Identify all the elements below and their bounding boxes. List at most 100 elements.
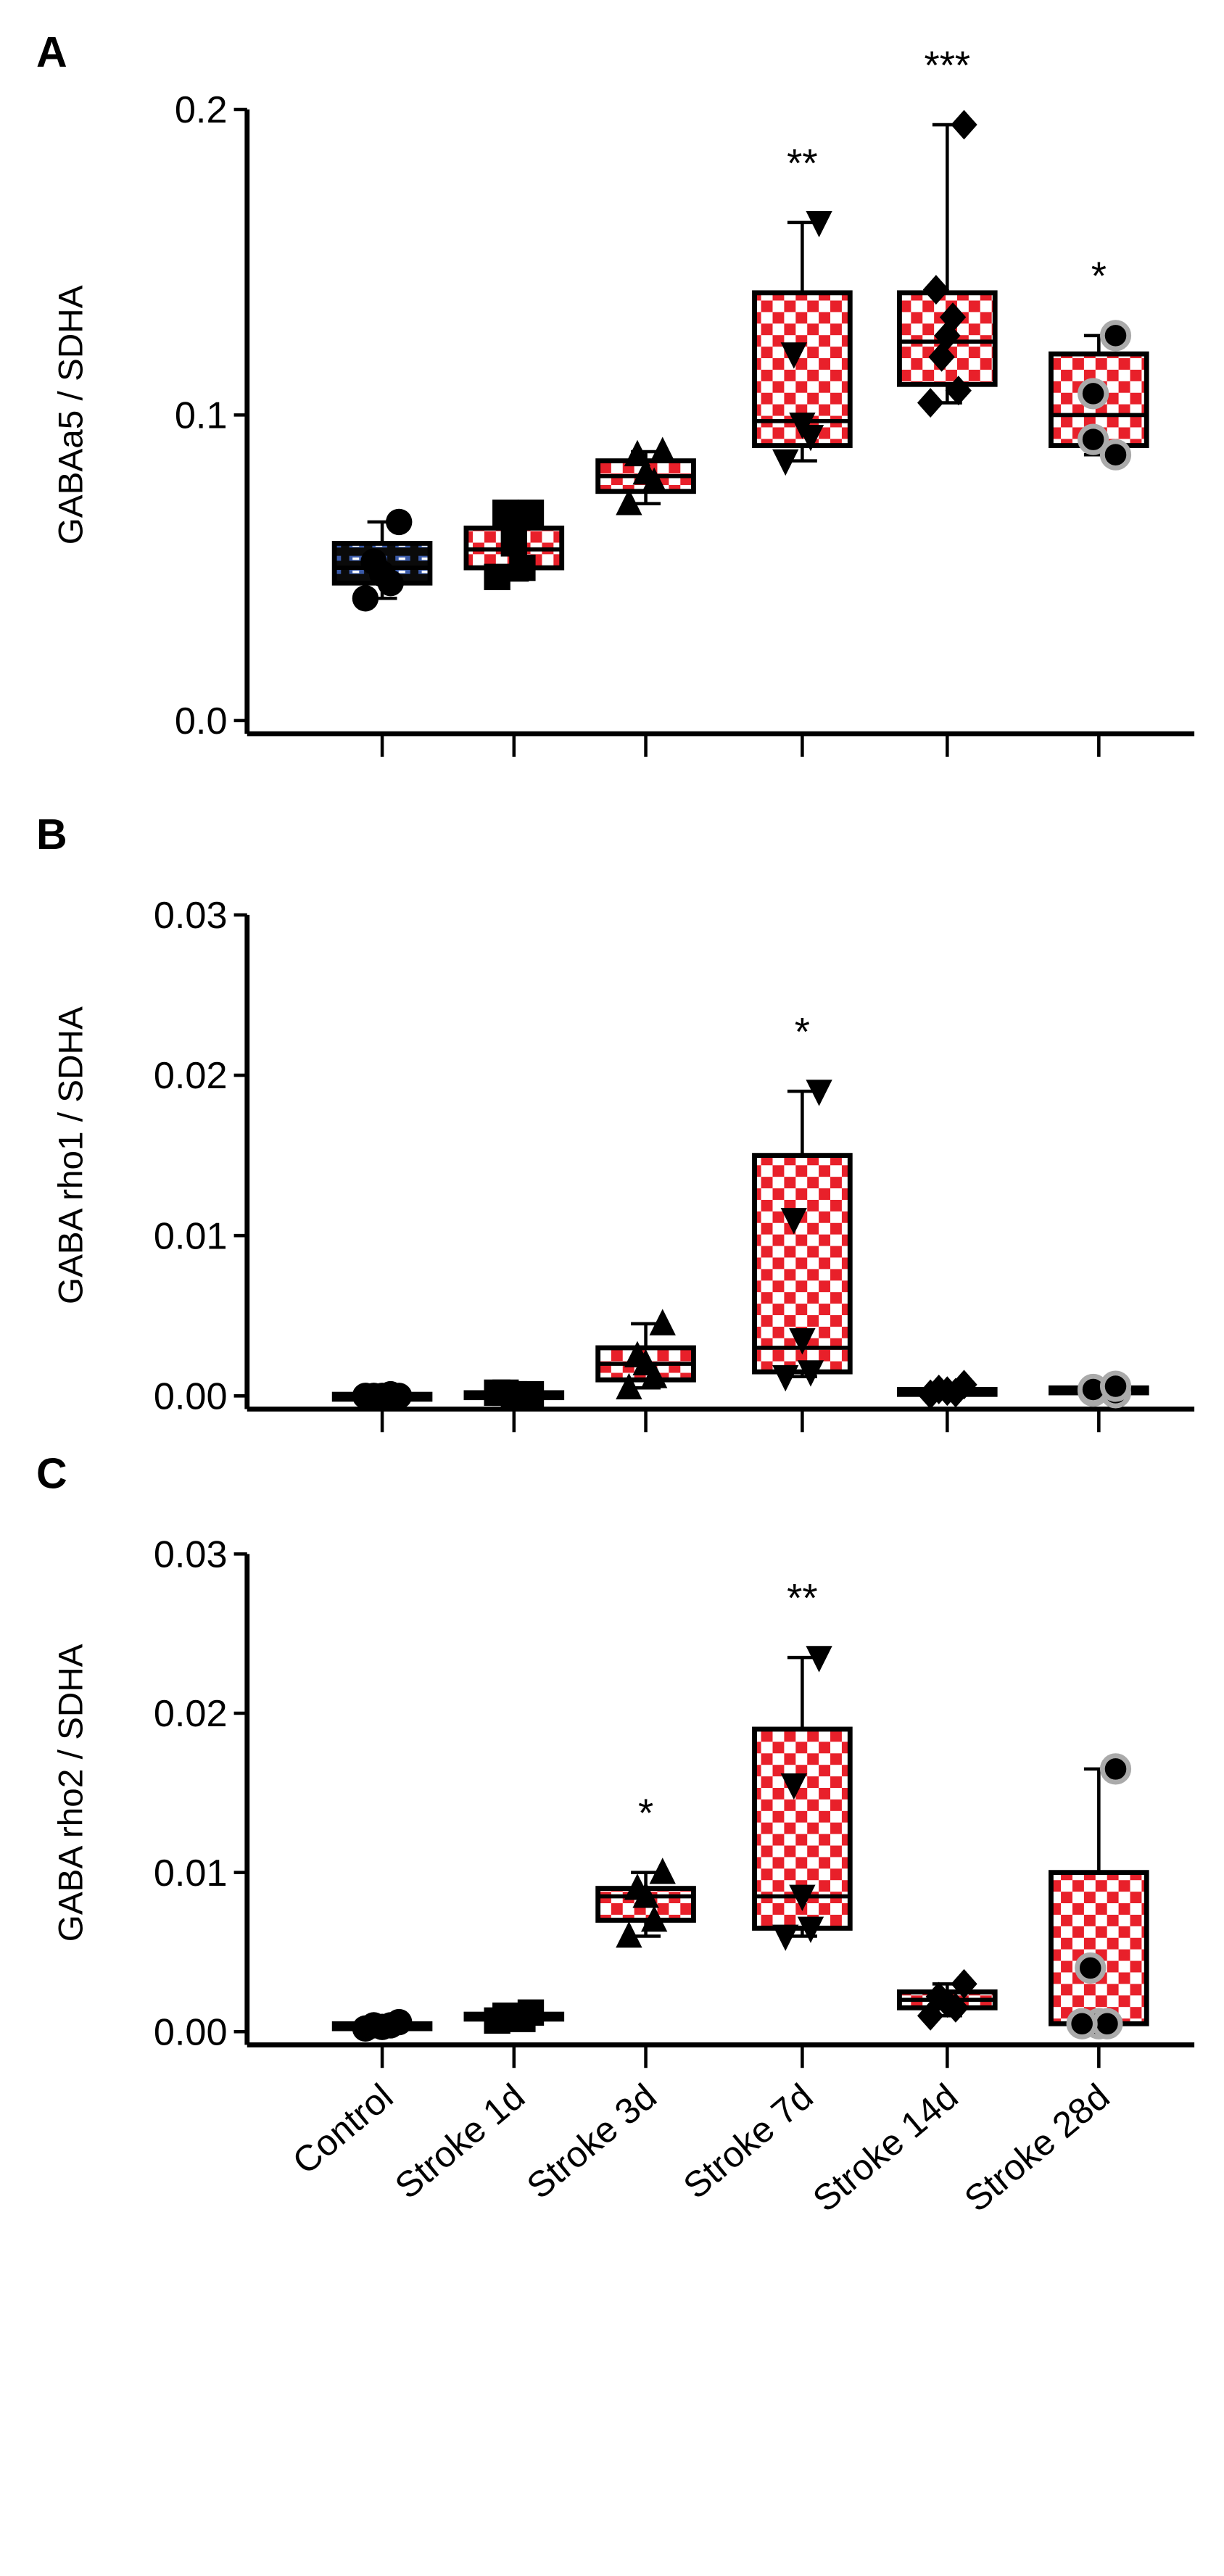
x-tick-label: Stroke 3d [519,2076,664,2206]
box-iqr [897,290,998,387]
box-stroke-1d [463,1999,565,2034]
panel-label: A [36,28,67,76]
y-tick-label: 0.0 [175,700,228,742]
box-stroke-7d: ** [752,1576,853,1951]
triangle-down-marker [772,1924,799,1951]
triangle-down-marker [797,1916,824,1943]
box-stroke-1d [463,1379,565,1409]
y-tick-label: 0.00 [154,2011,228,2053]
triangle-down-marker [780,1208,807,1235]
ringed-circle-marker [1075,1952,1107,1984]
box-control [331,1380,433,1409]
y-tick-label: 0.03 [154,895,228,937]
triangle-down-marker [772,449,799,476]
circle-marker [377,1380,404,1408]
panel-label: B [36,811,67,858]
triangle-down-marker [780,342,807,369]
triangle-down-marker [772,1364,799,1392]
box-stroke-14d [897,1968,998,2031]
triangle-down-marker [789,1884,816,1912]
significance-marker: * [795,1010,810,1054]
triangle-down-marker [797,1360,824,1387]
circle-marker [386,508,413,536]
box-control [331,2008,433,2042]
diamond-marker [922,275,950,305]
triangle-down-marker [797,425,824,452]
circle-marker [377,570,404,597]
diamond-marker [917,388,944,418]
y-tick-label: 0.00 [154,1375,228,1417]
panel-b: B GABA rho1 / SDHA 0.00 0.01 0.02 0.03 * [36,811,1195,1433]
triangle-up-marker [624,439,651,467]
panel-label: C [36,1450,67,1498]
box-stroke-28d [1049,1753,1149,2039]
square-marker [517,500,545,526]
box-iqr [1049,1870,1149,2026]
x-tick-label: Stroke 1d [387,2076,532,2206]
square-marker [500,530,527,557]
diamond-marker [917,1379,944,1409]
box-stroke-3d: * [595,1791,696,1948]
x-tick-label: Stroke 14d [805,2076,965,2219]
significance-marker: *** [924,43,970,87]
ringed-circle-marker [1078,423,1109,455]
significance-marker: ** [787,141,817,185]
box-stroke-7d: ** [752,141,853,476]
box-stroke-7d: * [752,1010,853,1392]
y-axis-label: GABA rho2 / SDHA [52,1644,91,1942]
box-stroke-3d [595,436,696,515]
triangle-down-marker [806,211,832,238]
diamond-marker [917,2000,944,2031]
square-marker [484,1379,510,1407]
box-control [331,508,433,612]
ringed-circle-marker [1099,1370,1132,1402]
significance-marker: * [638,1791,653,1835]
square-marker [509,554,536,581]
y-tick-label: 0.01 [154,1852,228,1894]
triangle-down-marker [806,1080,832,1106]
y-tick-label: 0.01 [154,1215,228,1257]
square-marker [484,563,510,590]
triangle-down-marker [806,1646,832,1673]
triangle-up-marker [640,1362,668,1388]
box-stroke-14d [897,1370,998,1409]
square-marker [492,500,519,526]
triangle-down-marker [789,1328,816,1355]
diamond-marker [942,1992,969,2023]
y-axis-label: GABA rho1 / SDHA [52,1006,91,1304]
circle-marker [377,2012,404,2039]
triangle-up-marker [616,489,642,515]
triangle-up-marker [649,1858,676,1884]
square-marker [509,2005,536,2032]
diamond-marker [951,109,977,140]
triangle-up-marker [632,1881,659,1908]
diamond-marker [934,320,961,351]
ringed-circle-marker [1099,1753,1132,1785]
triangle-down-marker [780,1773,807,1800]
significance-marker: * [1091,254,1107,298]
y-tick-label: 0.02 [154,1693,228,1735]
circle-marker [352,2015,379,2042]
ringed-circle-marker [1091,2008,1123,2039]
triangle-up-marker [616,1921,642,1948]
x-tick-label: Stroke 7d [676,2076,821,2206]
circle-marker [352,1383,379,1409]
box-stroke-1d [463,500,565,590]
y-tick-label: 0.1 [175,395,228,437]
y-axis-label: GABAa5 / SDHA [52,285,91,544]
ringed-circle-marker [1066,2008,1098,2039]
square-marker [509,1383,536,1409]
significance-marker: ** [787,1576,817,1620]
triangle-up-marker [640,1905,668,1932]
ringed-circle-marker [1099,320,1132,352]
triangle-up-marker [616,1372,642,1400]
box-stroke-14d: *** [897,43,998,418]
ringed-circle-marker [1078,378,1109,410]
box-stroke-28d: * [1049,254,1149,471]
x-tick-label: Control [285,2076,400,2182]
x-tick-label: Stroke 28d [956,2076,1117,2219]
ringed-circle-marker [1099,439,1132,471]
